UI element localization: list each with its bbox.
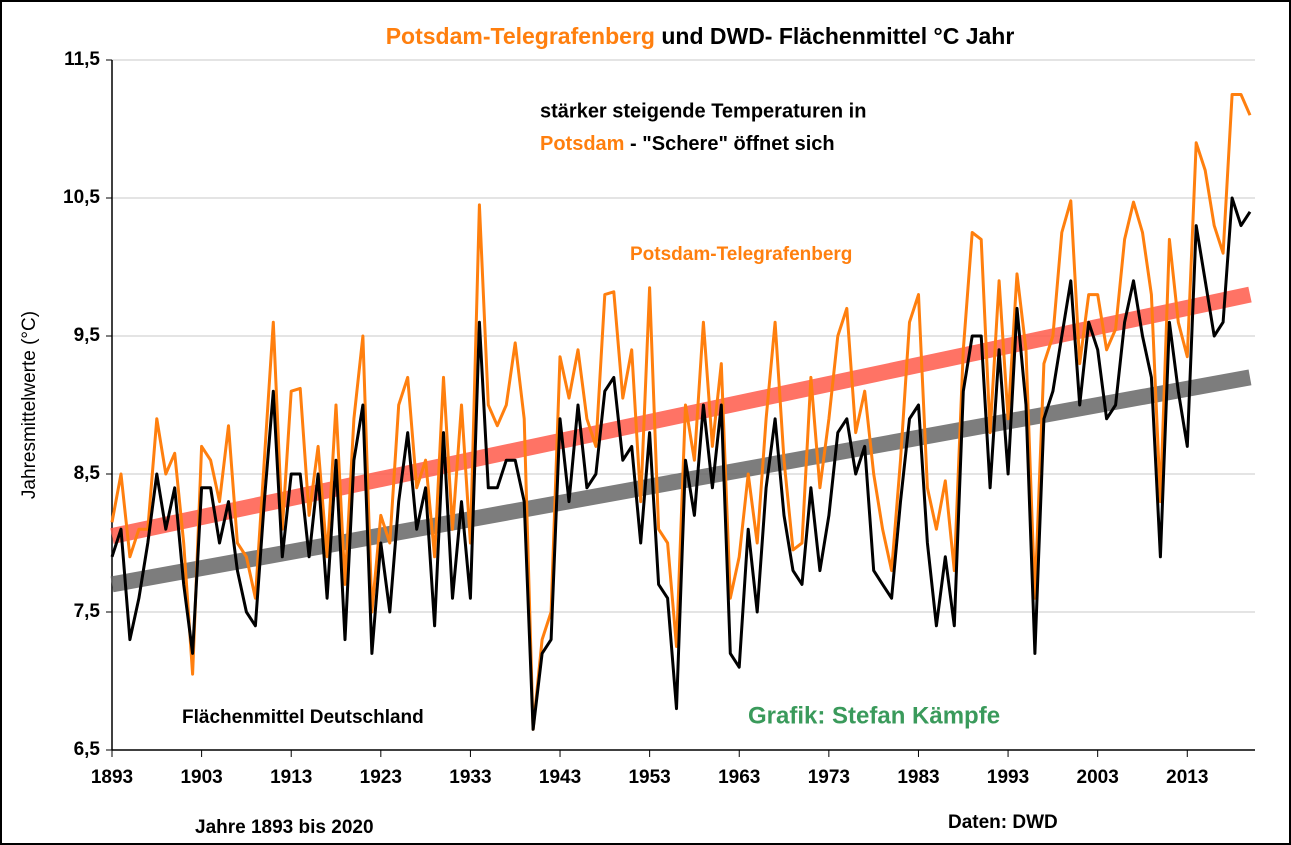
x-tick-label: 2003 <box>1077 767 1119 788</box>
annotation-part: Potsdam <box>540 133 624 155</box>
y-tick-label: 9,5 <box>74 325 101 346</box>
series-line <box>110 93 1252 731</box>
title-part: und DWD- Flächenmittel °C Jahr <box>661 23 1014 49</box>
series-label: Flächenmittel Deutschland <box>182 707 424 728</box>
x-tick-label: 1923 <box>360 767 402 788</box>
y-axis-label: Jahresmittelwerte (°C) <box>19 311 40 499</box>
x-tick-label: 1913 <box>270 767 312 788</box>
y-tick-label: 8,5 <box>74 463 101 484</box>
y-tick-label: 7,5 <box>74 601 101 622</box>
x-tick-label: 1893 <box>91 767 133 788</box>
x-tick-label: 1943 <box>539 767 581 788</box>
x-tick-label: 1973 <box>808 767 850 788</box>
credit: Grafik: Stefan Kämpfe <box>748 702 1000 729</box>
title-part: Potsdam-Telegrafenberg <box>386 23 655 49</box>
series-label: Potsdam-Telegrafenberg <box>630 244 852 265</box>
chart-title: Potsdam-Telegrafenberg und DWD- Flächenm… <box>386 23 1015 49</box>
annotation-part: - "Schere" öffnet sich <box>630 133 835 155</box>
x-tick-label: 1953 <box>628 767 670 788</box>
x-tick-label: 1963 <box>718 767 760 788</box>
trend-line <box>110 369 1252 593</box>
annotation: Potsdam - "Schere" öffnet sich <box>540 133 835 155</box>
y-tick-label: 11,5 <box>64 49 100 70</box>
x-tick-label: 1983 <box>897 767 939 788</box>
x-tick-label: 1903 <box>180 767 222 788</box>
x-tick-label: 2013 <box>1166 767 1208 788</box>
source: Daten: DWD <box>948 812 1058 833</box>
y-tick-label: 6,5 <box>74 739 101 760</box>
x-tick-label: 1993 <box>987 767 1029 788</box>
series-line <box>110 196 1252 731</box>
annotation: stärker steigende Temperaturen in <box>540 100 866 122</box>
x-axis-label: Jahre 1893 bis 2020 <box>195 817 374 838</box>
x-tick-label: 1933 <box>449 767 491 788</box>
y-tick-label: 10,5 <box>63 187 100 208</box>
